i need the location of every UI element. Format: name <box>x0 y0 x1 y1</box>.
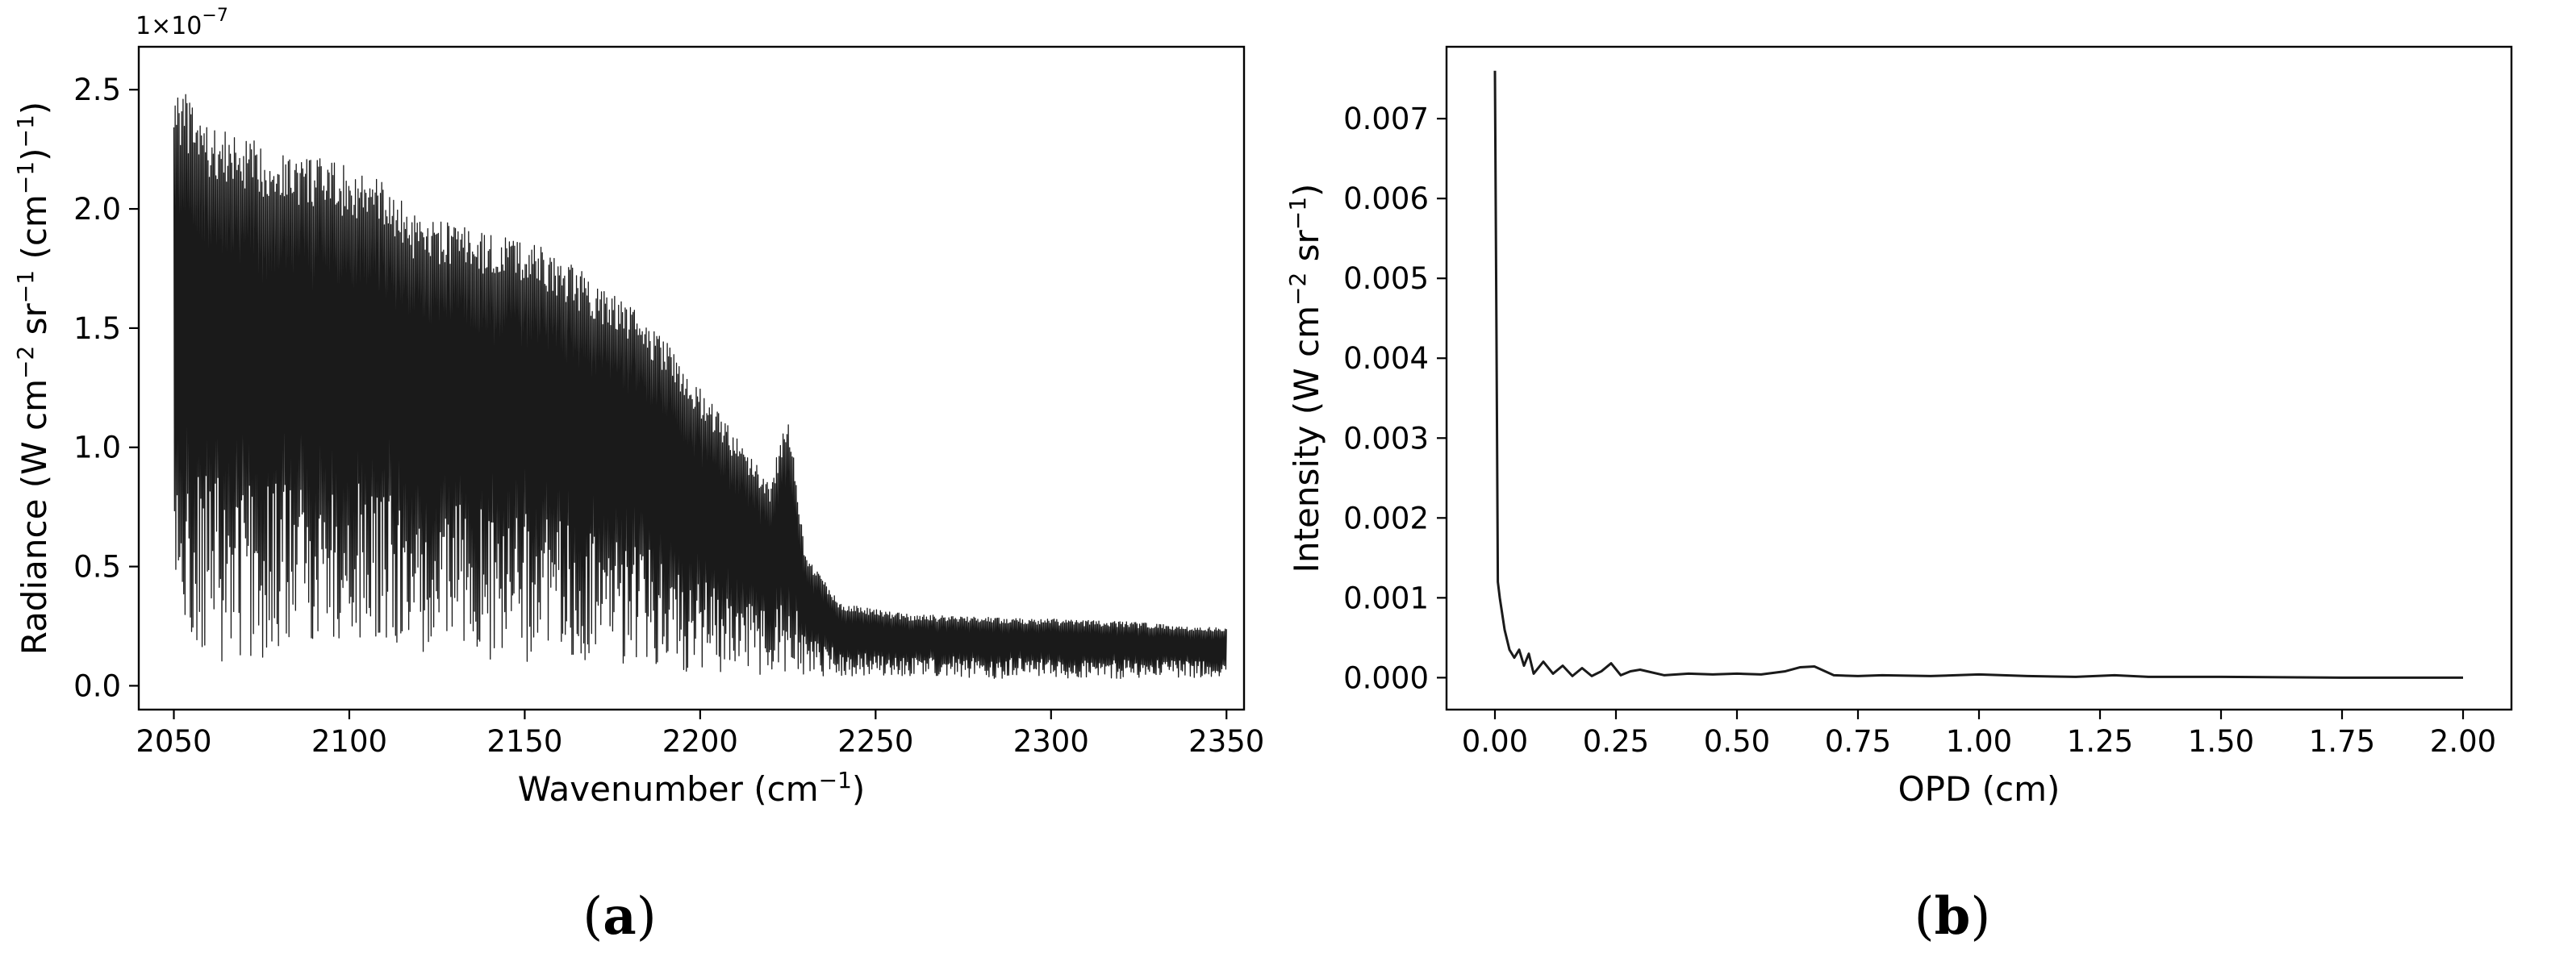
x-tick-label: 2100 <box>311 724 387 759</box>
y-scale-multiplier: 1×10−7 <box>136 6 228 40</box>
label-superscript: −1 <box>819 767 852 793</box>
label-text: sr <box>15 302 54 345</box>
y-tick-label: 1.5 <box>73 311 121 346</box>
y-tick-label: 0.007 <box>1343 102 1429 136</box>
x-tick-label: 2300 <box>1013 724 1089 759</box>
label-superscript: −2 <box>12 346 39 379</box>
x-tick-label: 1.50 <box>2188 724 2254 759</box>
y-ticks-a: 0.0 0.5 1.0 1.5 2.0 2.5 <box>73 73 139 703</box>
x-tick-label: 0.25 <box>1583 724 1649 759</box>
x-ticks-b: 0.00 0.25 0.50 0.75 1.00 1.25 1.50 1.75 2.00 <box>1462 710 2496 759</box>
label-superscript: −1 <box>1284 197 1311 230</box>
label-text: Intensity (W cm <box>1287 306 1326 573</box>
y-tick-label: 0.002 <box>1343 501 1429 535</box>
y-axis-label-a: Radiance (W cm−2 sr−1 (cm−1)−1) <box>12 102 54 655</box>
y-tick-label: 1.0 <box>73 431 121 465</box>
label-text: Wavenumber (cm <box>518 769 819 809</box>
y-tick-label: 0.006 <box>1343 181 1429 216</box>
x-tick-label: 2250 <box>837 724 913 759</box>
y-axis-label-b: Intensity (W cm−2 sr−1) <box>1284 184 1326 573</box>
chart-panel-b: 0.00 0.25 0.50 0.75 1.00 1.25 1.50 1.75 2.00 0.0… <box>1284 45 2513 947</box>
x-tick-label: 1.00 <box>1946 724 2012 759</box>
y-ticks-b: 0.000 0.001 0.002 0.003 0.004 0.005 0.006 0.007 <box>1343 102 1447 695</box>
x-tick-label: 1.75 <box>2309 724 2375 759</box>
x-tick-label: 0.00 <box>1462 724 1528 759</box>
y-tick-label: 2.5 <box>73 73 121 107</box>
x-tick-label: 2.00 <box>2430 724 2496 759</box>
label-superscript: −7 <box>202 6 228 26</box>
label-text: (cm <box>15 194 54 270</box>
x-tick-label: 2350 <box>1188 724 1264 759</box>
y-tick-label: 0.000 <box>1343 660 1429 695</box>
panel-label-part: ( <box>1914 887 1935 947</box>
panel-label-part: ) <box>1970 887 1990 947</box>
y-tick-label: 0.001 <box>1343 581 1429 615</box>
y-tick-label: 0.005 <box>1343 261 1429 296</box>
label-superscript: −2 <box>1284 273 1311 306</box>
x-tick-label: 0.75 <box>1825 724 1891 759</box>
panel-label-part: ) <box>637 887 657 947</box>
label-text: ) <box>15 148 54 160</box>
chart-panel-a: 2050 2100 2150 2200 2250 2300 2350 0.0 0.5 1.0 1.… <box>12 6 1264 947</box>
x-tick-label: 2150 <box>486 724 562 759</box>
x-ticks-a: 2050 2100 2150 2200 2250 2300 2350 <box>136 710 1264 759</box>
panel-label-part: ( <box>582 887 603 947</box>
y-tick-label: 0.004 <box>1343 341 1429 376</box>
radiance-spectrum-line <box>173 94 1227 680</box>
x-tick-label: 0.50 <box>1704 724 1770 759</box>
label-text: ) <box>15 102 54 115</box>
panel-label-part: b <box>1935 886 1971 947</box>
label-superscript: −1 <box>12 115 39 148</box>
label-text: 1×10 <box>136 12 202 40</box>
label-text: sr <box>1287 229 1326 272</box>
label-superscript: −1 <box>12 270 39 303</box>
label-text: OPD (cm) <box>1898 769 2060 809</box>
panel-label-part: a <box>603 886 636 947</box>
panel-label-b: (b) <box>1914 886 1991 947</box>
y-tick-label: 0.003 <box>1343 421 1429 456</box>
y-tick-label: 0.0 <box>73 668 121 703</box>
label-text: ) <box>1287 184 1326 197</box>
y-tick-label: 0.5 <box>73 550 121 585</box>
x-axis-label-a: Wavenumber (cm−1) <box>518 767 866 809</box>
label-superscript: −1 <box>12 161 39 194</box>
y-tick-label: 2.0 <box>73 192 121 227</box>
plot-area-b <box>1445 45 2513 711</box>
x-tick-label: 1.25 <box>2067 724 2133 759</box>
label-text: ) <box>852 769 865 809</box>
x-tick-label: 2050 <box>136 724 211 759</box>
label-text: Radiance (W cm <box>15 379 54 655</box>
x-axis-label-b: OPD (cm) <box>1898 769 2060 809</box>
intensity-interferogram-line <box>1493 70 2463 679</box>
panel-label-a: (a) <box>582 886 656 947</box>
x-tick-label: 2200 <box>662 724 738 759</box>
plot-area-a <box>137 45 1246 711</box>
